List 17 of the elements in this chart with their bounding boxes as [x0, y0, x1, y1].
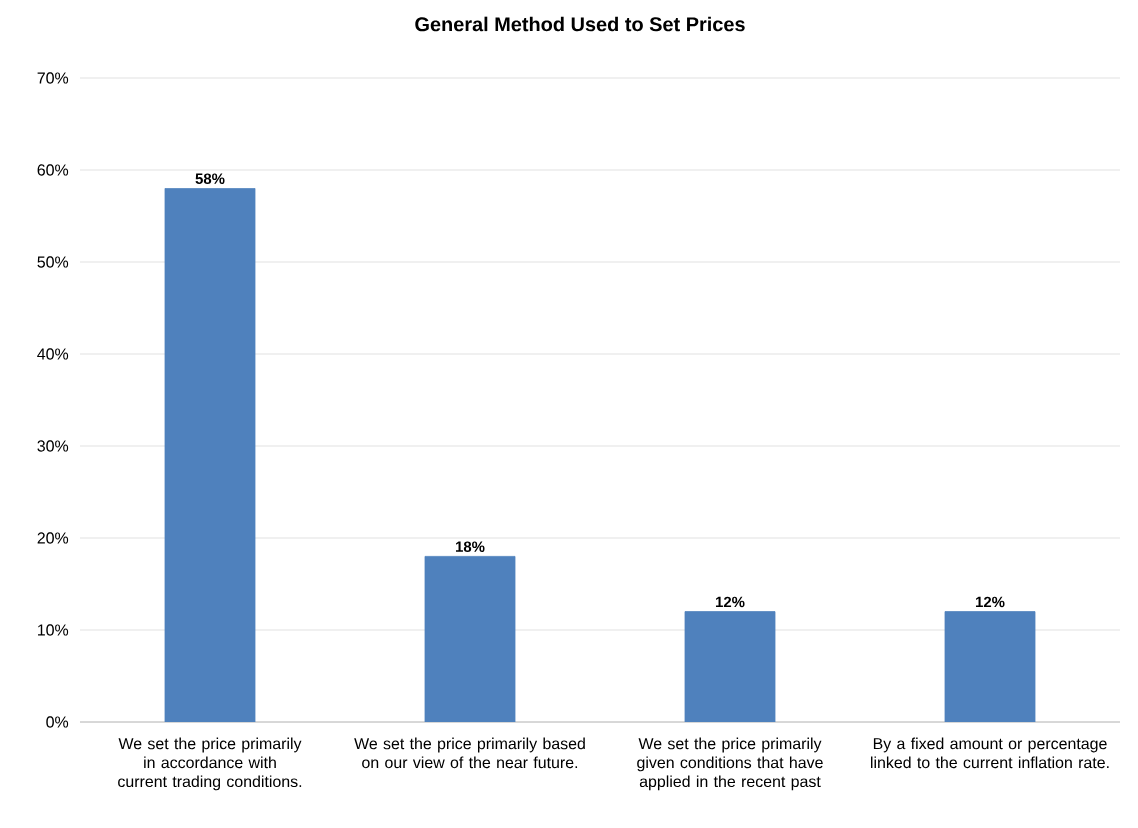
- y-tick-label: 60%: [37, 164, 69, 176]
- data-label: 12%: [975, 596, 1005, 608]
- x-tick-label: We set the price primarily based on our view of the near future.: [354, 737, 585, 769]
- y-tick-label: 10%: [38, 624, 69, 636]
- x-tick-label: We set the price primarily in accordance with current trading conditions.: [118, 737, 302, 791]
- y-tick-label: 20%: [37, 532, 69, 544]
- data-label: 18%: [455, 541, 485, 553]
- data-label: 58%: [195, 173, 225, 185]
- y-tick-label: 0%: [46, 716, 69, 728]
- x-tick-label: By a fixed amount or percentage linked to the current inflation rate.: [871, 737, 1109, 769]
- x-tick-label: We set the price primarily given conditions that have applied in the recent past: [637, 737, 823, 791]
- y-tick-label: 50%: [37, 256, 69, 268]
- y-tick-label: 70%: [37, 72, 69, 84]
- y-tick-label: 40%: [37, 348, 69, 360]
- y-tick-label: 30%: [37, 440, 69, 452]
- chart-title: General Method Used to Set Prices: [415, 16, 745, 32]
- data-label: 12%: [715, 596, 745, 608]
